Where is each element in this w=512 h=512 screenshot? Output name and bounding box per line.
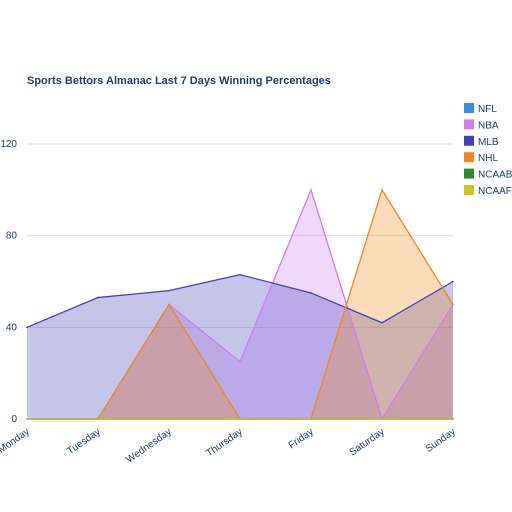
- x-tick-label: Sunday: [424, 426, 458, 454]
- point-mlb: [97, 296, 99, 299]
- legend-label-ncaab: NCAAB: [478, 170, 512, 181]
- legend-swatch-nhl: [464, 152, 474, 163]
- point-nba: [310, 189, 312, 191]
- point-mlb: [310, 292, 312, 294]
- point-ncaaf: [168, 418, 170, 420]
- point-mlb: [239, 273, 241, 276]
- chart-title: Sports Bettors Almanac Last 7 Days Winni…: [27, 75, 331, 87]
- legend-label-nba: NBA: [478, 120, 499, 131]
- legend-label-ncaaf: NCAAF: [478, 186, 512, 197]
- x-tick-label: Saturday: [348, 426, 387, 458]
- x-tick-label: Friday: [287, 426, 316, 451]
- point-mlb: [381, 321, 383, 324]
- x-tick-label: Tuesday: [65, 426, 102, 457]
- legend-swatch-ncaab: [464, 168, 474, 179]
- point-ncaaf: [310, 418, 312, 420]
- y-tick-label: 80: [6, 231, 18, 242]
- point-ncaaf: [97, 418, 99, 420]
- legend-swatch-nba: [464, 119, 474, 130]
- y-tick-label: 120: [0, 139, 17, 150]
- point-ncaaf: [452, 418, 454, 420]
- y-tick-label: 0: [11, 414, 17, 425]
- point-ncaaf: [26, 418, 28, 420]
- point-ncaaf: [381, 418, 383, 420]
- point-nhl: [452, 303, 454, 306]
- legend-label-nfl: NFL: [478, 104, 497, 115]
- y-tick-label: 40: [6, 322, 18, 333]
- point-nba: [239, 360, 241, 363]
- x-tick-label: Monday: [0, 426, 32, 455]
- point-mlb: [26, 326, 28, 329]
- legend-label-mlb: MLB: [478, 137, 499, 148]
- area-mlb: [27, 274, 453, 419]
- legend-label-nhl: NHL: [478, 153, 498, 164]
- point-mlb: [168, 289, 170, 292]
- x-tick-label: Thursday: [204, 426, 244, 459]
- x-tick-label: Wednesday: [124, 426, 173, 465]
- point-nhl: [168, 303, 170, 306]
- point-ncaaf: [239, 418, 241, 420]
- legend-swatch-ncaaf: [464, 185, 474, 195]
- point-mlb: [452, 280, 454, 283]
- point-nhl: [381, 189, 383, 191]
- legend-swatch-mlb: [464, 135, 474, 146]
- legend-swatch-nfl: [464, 103, 474, 113]
